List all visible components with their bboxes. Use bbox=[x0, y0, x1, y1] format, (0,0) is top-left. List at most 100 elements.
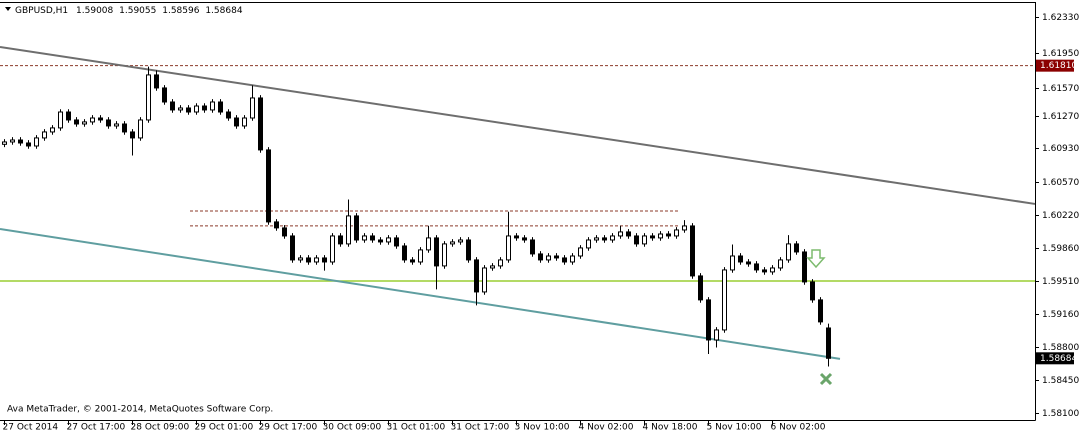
y-tick-label: 1.61270 bbox=[1042, 112, 1079, 122]
candle-body bbox=[34, 137, 39, 147]
candle-body bbox=[394, 237, 399, 247]
close-label: 1.58684 bbox=[205, 6, 242, 16]
candle-body bbox=[386, 237, 391, 243]
candle-body bbox=[18, 139, 23, 144]
candle-body bbox=[234, 117, 239, 127]
candle-body bbox=[66, 111, 71, 121]
x-tick-label: 3 Nov 10:00 bbox=[515, 423, 570, 433]
candle-body bbox=[258, 97, 263, 151]
candle-body bbox=[306, 257, 311, 263]
candle-body bbox=[10, 139, 15, 143]
price-label: 1.61810 bbox=[1040, 61, 1077, 71]
candle-body bbox=[378, 239, 383, 243]
candle-body bbox=[570, 255, 575, 263]
candle-body bbox=[130, 131, 135, 139]
candle-body bbox=[826, 327, 831, 359]
x-tick-label: 28 Oct 09:00 bbox=[131, 423, 190, 433]
candle-body bbox=[354, 215, 359, 241]
candle-body bbox=[506, 235, 511, 261]
y-tick-label: 1.59860 bbox=[1042, 244, 1079, 254]
candle-body bbox=[2, 141, 7, 145]
watermark: Ava MetaTrader, © 2001-2014, MetaQuotes … bbox=[7, 405, 273, 415]
y-tick-label: 1.61950 bbox=[1042, 49, 1079, 59]
candle-body bbox=[458, 239, 463, 243]
candle-body bbox=[170, 101, 175, 111]
candle-body bbox=[666, 233, 671, 237]
candle-body bbox=[514, 235, 519, 239]
candle-body bbox=[722, 269, 727, 331]
candle-body bbox=[82, 121, 87, 125]
x-tick-label: 30 Oct 09:00 bbox=[323, 423, 382, 433]
candle-body bbox=[778, 259, 783, 269]
x-tick-label: 29 Oct 01:00 bbox=[195, 423, 254, 433]
candle-body bbox=[114, 123, 119, 127]
y-tick-label: 1.58800 bbox=[1042, 343, 1079, 353]
y-tick-label: 1.61570 bbox=[1042, 84, 1079, 94]
candle-body bbox=[106, 119, 111, 127]
menu-triangle[interactable] bbox=[5, 7, 11, 11]
candle-body bbox=[410, 259, 415, 263]
y-tick-label: 1.62330 bbox=[1042, 13, 1079, 23]
header: GBPUSD,H1 1.59008 1.59055 1.58596 1.5868… bbox=[15, 6, 243, 16]
candle-body bbox=[594, 237, 599, 241]
candle-body bbox=[178, 107, 183, 111]
x-tick-label: 4 Nov 18:00 bbox=[643, 423, 698, 433]
candle-body bbox=[362, 235, 367, 241]
x-tick-label: 27 Oct 2014 bbox=[3, 423, 59, 433]
candle-body bbox=[330, 235, 335, 263]
y-tick-label: 1.60220 bbox=[1042, 211, 1079, 221]
candle-body bbox=[626, 231, 631, 237]
candle-body bbox=[442, 243, 447, 267]
x-tick-label: 27 Oct 17:00 bbox=[67, 423, 126, 433]
arrow-icon bbox=[806, 249, 826, 269]
candle-body bbox=[522, 237, 527, 241]
candle-body bbox=[682, 225, 687, 231]
candle-body bbox=[538, 253, 543, 261]
candle-body bbox=[578, 247, 583, 257]
y-tick-label: 1.58450 bbox=[1042, 376, 1079, 386]
candle-body bbox=[746, 261, 751, 265]
candle-body bbox=[562, 257, 567, 263]
high-label: 1.59055 bbox=[119, 6, 156, 16]
candle-body bbox=[690, 225, 695, 277]
candle-body bbox=[210, 101, 215, 111]
candle-body bbox=[810, 281, 815, 301]
candle-body bbox=[338, 235, 343, 245]
candle-body bbox=[98, 117, 103, 121]
cross-icon bbox=[819, 372, 833, 386]
candle-body bbox=[282, 227, 287, 237]
candle-body bbox=[202, 105, 207, 111]
y-tick-label: 1.58100 bbox=[1042, 409, 1079, 419]
candle-body bbox=[418, 249, 423, 263]
candle-body bbox=[138, 119, 143, 139]
candle-body bbox=[642, 235, 647, 245]
candle-body bbox=[290, 235, 295, 261]
candle-body bbox=[714, 329, 719, 341]
candle-body bbox=[122, 123, 127, 133]
candle-body bbox=[762, 269, 767, 273]
candle-body bbox=[42, 131, 47, 139]
candle-body bbox=[322, 257, 327, 263]
candle-body bbox=[482, 267, 487, 293]
price-label-box bbox=[1036, 59, 1074, 72]
candle-body bbox=[474, 259, 479, 293]
candle-body bbox=[426, 237, 431, 251]
candle-body bbox=[466, 239, 471, 261]
x-tick-label: 4 Nov 02:00 bbox=[579, 423, 634, 433]
candle-body bbox=[610, 235, 615, 241]
symbol: GBPUSD,H1 bbox=[15, 6, 68, 16]
y-tick-label: 1.60930 bbox=[1042, 144, 1079, 154]
candle-body bbox=[658, 233, 663, 239]
candle-body bbox=[154, 74, 159, 89]
candle-body bbox=[226, 111, 231, 119]
x-tick-label: 5 Nov 10:00 bbox=[707, 423, 762, 433]
low-label: 1.58596 bbox=[162, 6, 199, 16]
y-tick-label: 1.59510 bbox=[1042, 277, 1079, 287]
candle-body bbox=[738, 255, 743, 263]
candle-body bbox=[730, 255, 735, 271]
candle-body bbox=[242, 117, 247, 127]
x-tick-label: 6 Nov 02:00 bbox=[771, 423, 826, 433]
candle-body bbox=[314, 257, 319, 263]
